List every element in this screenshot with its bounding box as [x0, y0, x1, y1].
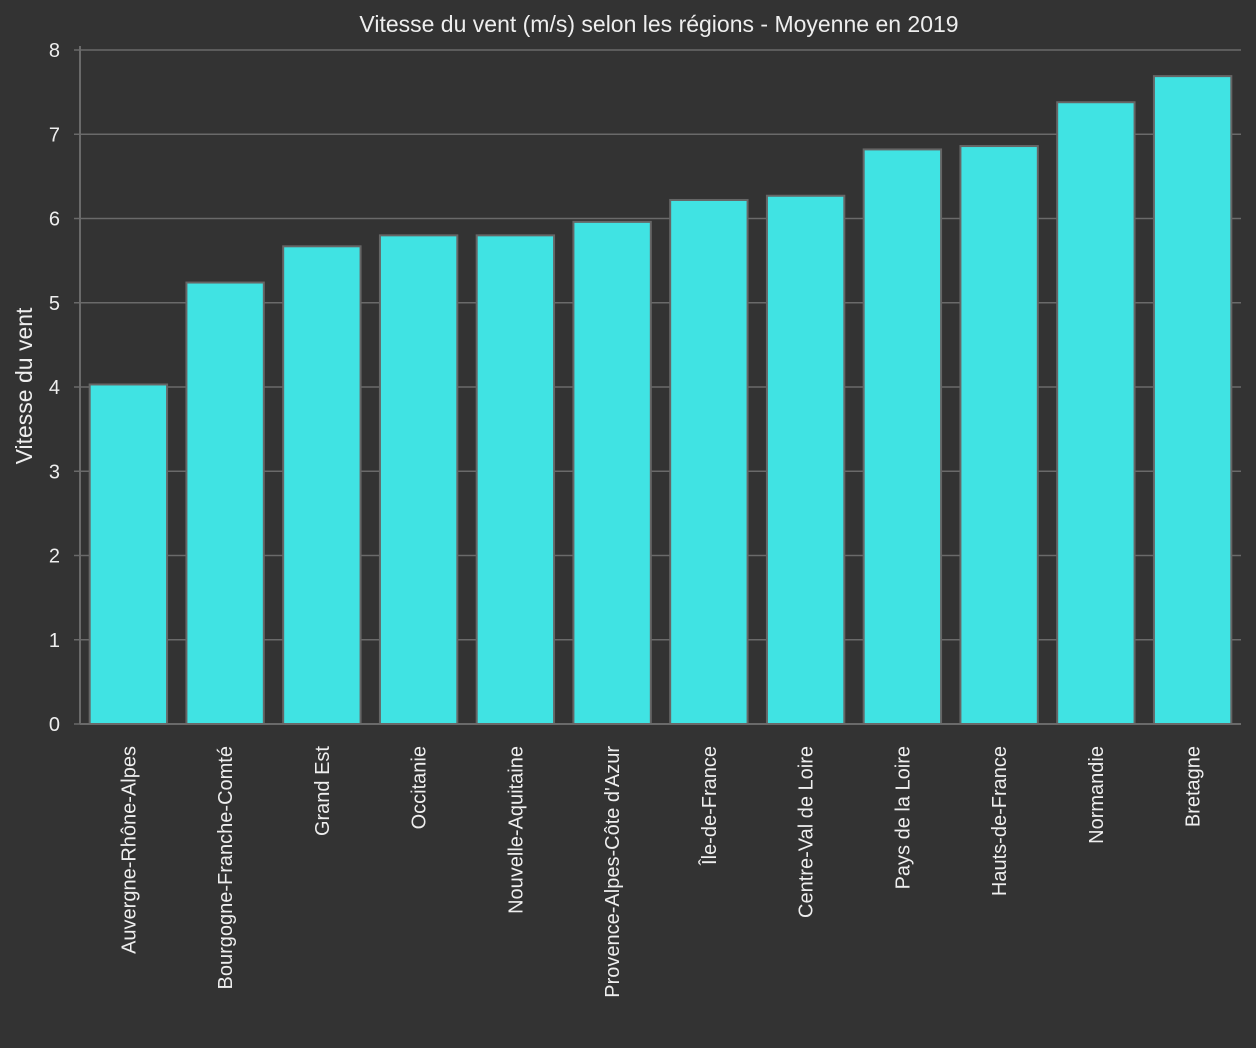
x-tick-label: Provence-Alpes-Côte d'Azur	[602, 746, 624, 998]
y-tick-labels: 0 1 2 3 4 5 6 7 8	[49, 40, 60, 736]
bar	[959, 145, 1039, 726]
x-tick-label: Nouvelle-Aquitaine	[505, 746, 527, 914]
y-tick-label: 0	[49, 714, 60, 736]
bar	[862, 148, 943, 726]
y-tick-label: 3	[49, 461, 60, 483]
x-tick-label: Grand Est	[312, 746, 334, 836]
y-tick-label: 2	[49, 546, 60, 568]
bar	[1152, 75, 1233, 726]
bar	[185, 281, 265, 725]
x-tick-label: Bourgogne-Franche-Comté	[215, 746, 237, 989]
x-tick-label: Normandie	[1086, 746, 1108, 844]
gridlines	[80, 49, 1241, 641]
x-tick-label: Auvergne-Rhône-Alpes	[118, 746, 140, 954]
y-tick-label: 1	[49, 630, 60, 652]
bars	[88, 75, 1233, 726]
x-tick-label: Occitanie	[409, 746, 431, 829]
bar	[669, 198, 749, 725]
axes	[74, 46, 1241, 725]
x-tick-label: Hauts-de-France	[989, 746, 1011, 896]
x-tick-label: Bretagne	[1183, 746, 1205, 827]
bar	[378, 234, 459, 725]
chart-title: Vitesse du vent (m/s) selon les régions …	[359, 11, 958, 37]
bar	[282, 245, 362, 726]
bar	[572, 220, 652, 725]
x-tick-labels: Auvergne-Rhône-Alpes Bourgogne-Franche-Co…	[118, 746, 1204, 998]
bar	[475, 234, 556, 725]
y-axis-label: Vitesse du vent	[11, 307, 37, 464]
bar	[88, 383, 169, 725]
x-tick-label: Centre-Val de Loire	[796, 746, 818, 918]
bar	[765, 194, 846, 725]
y-tick-label: 8	[49, 40, 60, 62]
y-tick-label: 6	[49, 209, 60, 231]
bar	[1056, 101, 1136, 726]
y-tick-label: 7	[49, 124, 60, 146]
x-tick-label: Pays de la Loire	[892, 746, 914, 889]
x-tick-label: Île-de-France	[698, 746, 721, 866]
y-tick-label: 5	[49, 293, 60, 315]
y-tick-label: 4	[49, 377, 60, 399]
